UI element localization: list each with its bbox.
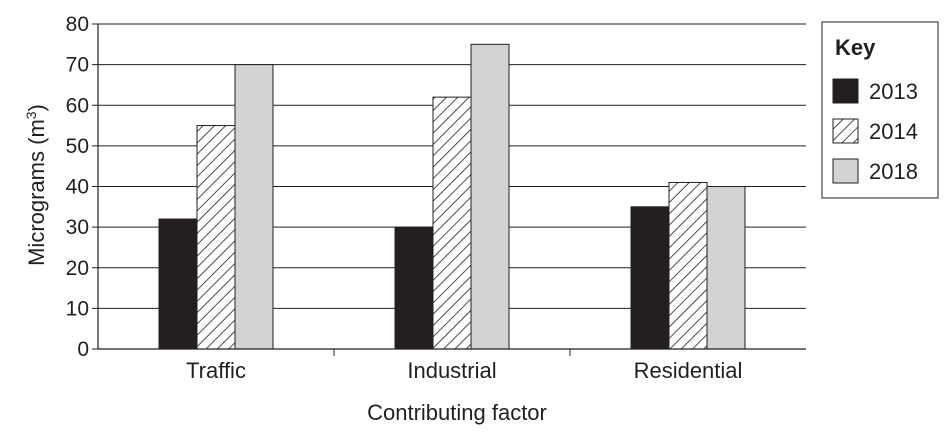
legend: Key 2013 2014 2018 (821, 21, 939, 199)
legend-title: Key (835, 35, 876, 60)
y-tick-label: 80 (66, 13, 89, 36)
legend-label: 2014 (869, 119, 918, 144)
bar-traffic-2014 (196, 125, 236, 350)
x-tick-label: Residential (634, 358, 743, 383)
x-tick-label: Traffic (186, 358, 246, 383)
legend-swatch-2018 (832, 158, 859, 184)
bar-traffic-2013 (158, 218, 198, 350)
y-tick-label: 20 (66, 257, 89, 280)
legend-swatch-2013 (832, 78, 859, 104)
y-tick-label: 40 (66, 176, 89, 199)
tick-labels: 0 10 20 30 40 50 60 70 80 Traffic Industrial Reside… (66, 13, 743, 383)
legend-label: 2013 (869, 79, 918, 104)
bar-traffic-2018 (234, 64, 274, 350)
bar-industrial-2013 (394, 226, 434, 350)
y-tick-label: 0 (77, 338, 89, 361)
bar-residential-2013 (630, 206, 670, 350)
bar-industrial-2014 (432, 96, 472, 350)
y-tick-label: 70 (66, 54, 89, 77)
axes (92, 23, 806, 356)
legend-swatch-2014 (832, 118, 859, 144)
bar-industrial-2018 (470, 43, 510, 350)
legend-label: 2018 (869, 159, 918, 184)
y-tick-label: 30 (66, 216, 89, 239)
x-tick-label: Industrial (407, 358, 496, 383)
x-axis-title: Contributing factor (367, 400, 547, 425)
bar-residential-2014 (668, 181, 708, 350)
y-tick-label: 50 (66, 135, 89, 158)
y-axis-title: Micrograms (m3) (23, 104, 49, 266)
y-tick-label: 10 (66, 297, 89, 320)
bars (158, 43, 746, 350)
bar-residential-2018 (706, 186, 746, 350)
y-tick-label: 60 (66, 94, 89, 117)
